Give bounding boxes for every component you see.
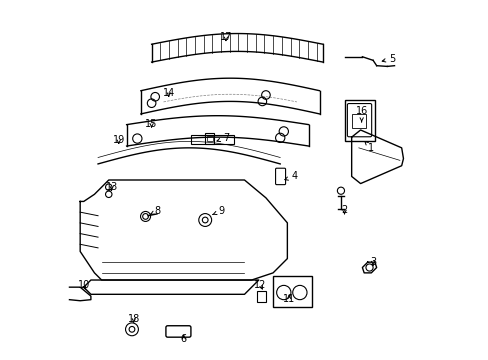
Bar	[272, 276, 312, 307]
Bar	[205, 133, 214, 144]
Text: 19: 19	[112, 135, 124, 145]
Text: 7: 7	[217, 133, 229, 143]
Text: 16: 16	[355, 107, 367, 122]
Text: 5: 5	[382, 54, 395, 64]
Text: 18: 18	[127, 314, 140, 324]
Text: 10: 10	[78, 280, 90, 291]
Text: 4: 4	[284, 171, 297, 181]
Text: 6: 6	[181, 334, 186, 344]
Bar	[351, 114, 365, 128]
Bar	[256, 292, 265, 302]
Text: 17: 17	[219, 32, 232, 42]
Bar	[344, 100, 374, 141]
Text: 12: 12	[254, 280, 266, 291]
Bar	[206, 136, 213, 141]
Text: 9: 9	[212, 206, 224, 216]
Text: 11: 11	[283, 294, 295, 303]
Text: 8: 8	[150, 206, 160, 216]
Text: 3: 3	[369, 257, 375, 267]
Text: 13: 13	[105, 182, 118, 192]
Bar	[190, 135, 233, 144]
Text: 1: 1	[364, 141, 374, 153]
Text: 14: 14	[163, 88, 175, 98]
Text: 15: 15	[145, 118, 158, 129]
Text: 2: 2	[341, 205, 347, 215]
